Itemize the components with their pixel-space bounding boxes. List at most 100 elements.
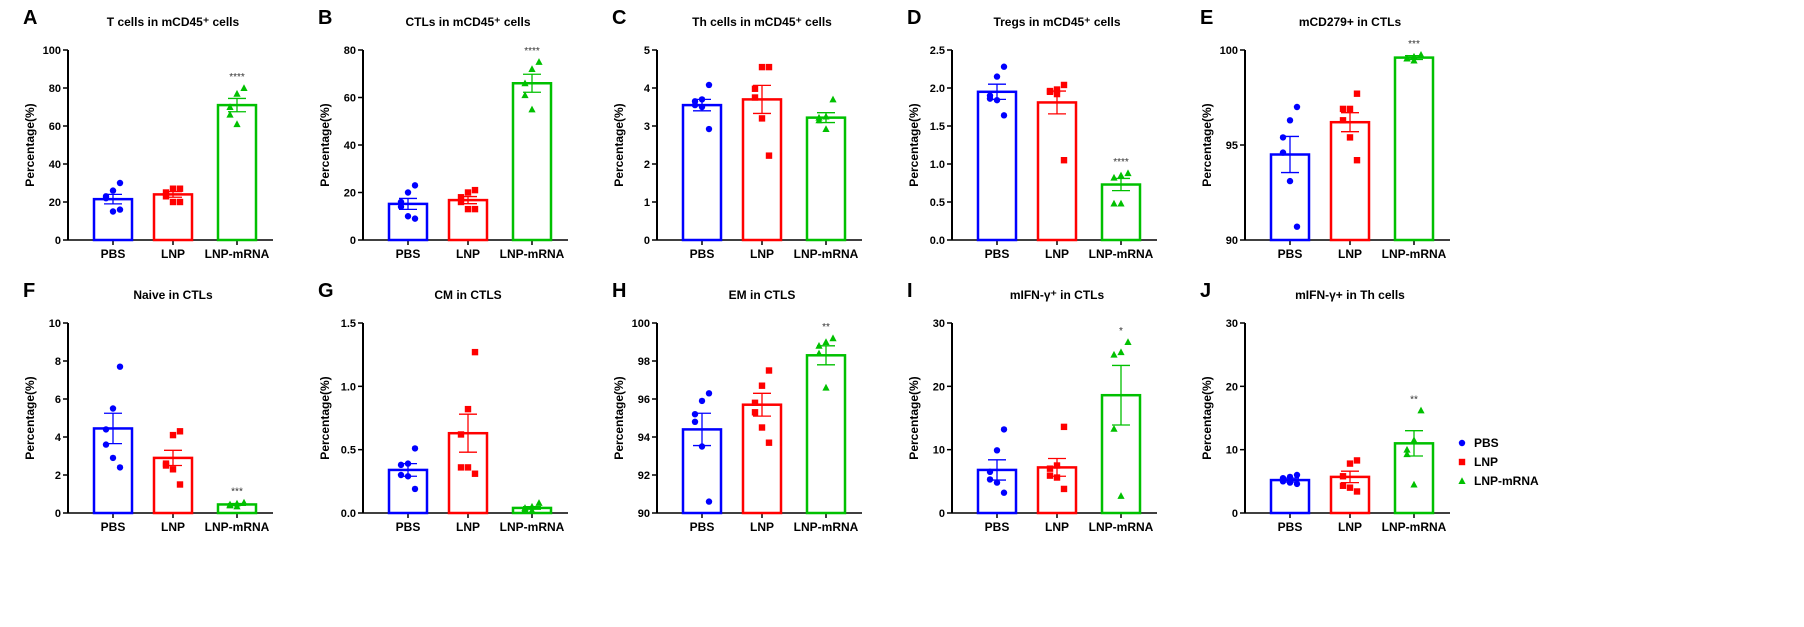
data-point	[705, 498, 713, 505]
data-point	[1110, 350, 1118, 358]
data-point	[1410, 52, 1418, 60]
y-tick-label: 60	[344, 93, 356, 105]
panel-d: D Tregs in mCD45⁺ cells Percentage(%) 0.0 0.…	[907, 7, 1157, 261]
data-point	[169, 431, 177, 439]
panel-title: T cells in mCD45⁺ cells	[107, 15, 240, 29]
data-point	[993, 96, 1001, 104]
data-point	[1417, 406, 1425, 414]
data-point	[471, 205, 479, 213]
data-point	[116, 464, 124, 471]
data-point	[758, 424, 766, 431]
significance-label: ****	[524, 46, 540, 57]
x-tick-label: PBS	[101, 520, 126, 534]
bar-pbs	[976, 90, 1018, 242]
x-tick-label: LNP-mRNA	[205, 520, 270, 534]
data-point	[1124, 169, 1132, 177]
data-point	[1279, 149, 1287, 156]
data-point	[397, 461, 405, 469]
data-point	[528, 502, 536, 510]
legend-label: PBS	[1474, 436, 1499, 450]
x-tick-label: LNP-mRNA	[1089, 520, 1154, 534]
data-point	[691, 101, 699, 109]
x-tick-label: PBS	[396, 520, 421, 534]
data-point	[521, 79, 529, 87]
data-point	[528, 105, 536, 113]
y-tick-label: 0	[350, 235, 356, 247]
y-tick-label: 1.0	[341, 381, 356, 393]
y-tick-label: 92	[638, 470, 650, 482]
data-point	[233, 89, 241, 97]
data-point	[1000, 426, 1008, 433]
data-point	[829, 95, 837, 103]
data-point	[233, 120, 241, 128]
data-point	[1117, 171, 1125, 179]
significance-label: ***	[1408, 39, 1420, 50]
panel-letter: E	[1200, 7, 1213, 29]
x-tick-label: LNP	[456, 520, 480, 534]
bar-lnp-mrna	[1100, 183, 1142, 242]
x-tick-label: PBS	[1278, 247, 1303, 261]
data-point	[109, 454, 117, 462]
y-tick-label: 90	[1226, 235, 1238, 247]
data-point	[993, 447, 1001, 454]
data-point	[116, 363, 124, 370]
y-tick-label: 40	[49, 159, 61, 171]
data-point	[1279, 478, 1287, 485]
data-point	[1110, 173, 1118, 181]
y-tick-label: 2	[55, 470, 61, 482]
y-tick-label: 4	[55, 432, 62, 444]
y-axis-label: Percentage(%)	[23, 103, 37, 186]
x-tick-label: LNP-mRNA	[500, 247, 565, 261]
data-point	[176, 481, 184, 488]
data-point	[1403, 54, 1411, 62]
panel-g: G CM in CTLS Percentage(%) 0.0 0.5 1.0 1.5 PBS L…	[318, 280, 568, 534]
data-point	[1117, 492, 1125, 499]
y-tick-label: 10	[1226, 445, 1238, 457]
data-point	[758, 382, 766, 389]
data-point	[162, 462, 170, 469]
data-point	[751, 399, 759, 406]
data-point	[751, 85, 759, 92]
x-tick-label: LNP	[161, 520, 185, 534]
data-point	[169, 466, 177, 473]
data-point	[1000, 112, 1008, 119]
data-point	[457, 194, 465, 201]
data-point	[1286, 479, 1294, 486]
y-tick-label: 10	[49, 318, 61, 330]
significance-label: ****	[229, 72, 245, 83]
panel-title: mCD279+ in CTLs	[1299, 15, 1402, 29]
data-point	[169, 198, 177, 206]
x-tick-label: PBS	[985, 520, 1010, 534]
data-point	[1053, 474, 1061, 481]
data-point	[404, 460, 412, 467]
panel-title: Naive in CTLs	[133, 288, 213, 302]
data-point	[1353, 457, 1361, 464]
panel-letter: G	[318, 280, 334, 302]
data-point	[404, 213, 412, 220]
data-point	[1053, 86, 1061, 93]
data-point	[1117, 199, 1125, 207]
x-tick-label: LNP	[161, 247, 185, 261]
data-point	[993, 479, 1001, 486]
data-point	[1293, 223, 1301, 230]
data-point	[1286, 177, 1294, 185]
x-tick-label: LNP-mRNA	[1089, 247, 1154, 261]
data-point	[691, 418, 699, 425]
data-point	[705, 125, 713, 133]
data-point	[404, 473, 412, 480]
data-point	[240, 84, 248, 91]
data-point	[765, 152, 773, 159]
data-point	[233, 502, 241, 510]
y-tick-label: 96	[638, 394, 650, 406]
data-point	[765, 63, 773, 71]
data-point	[822, 338, 830, 345]
data-point	[698, 96, 706, 103]
data-point	[226, 501, 234, 509]
data-point	[1353, 157, 1361, 164]
data-point	[986, 468, 994, 476]
y-tick-label: 98	[638, 356, 650, 368]
x-tick-label: LNP	[1338, 247, 1362, 261]
data-point	[1346, 134, 1354, 141]
bar-lnp-mrna	[805, 354, 847, 515]
